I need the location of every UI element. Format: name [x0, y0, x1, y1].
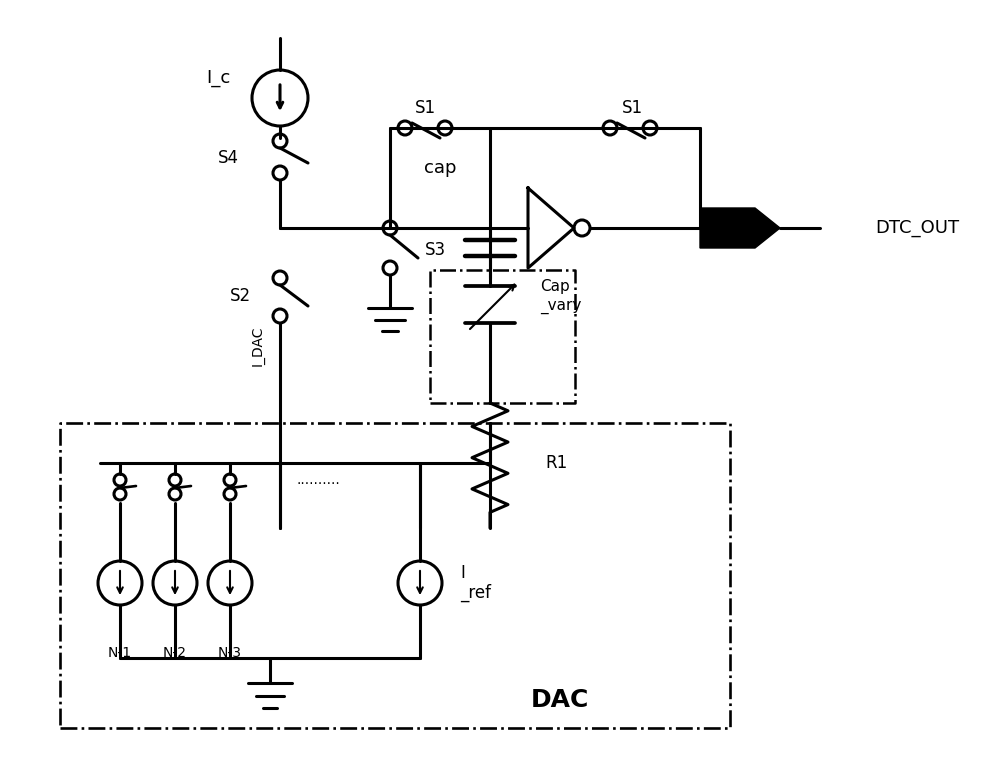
Text: S4: S4 — [218, 149, 239, 167]
Text: S2: S2 — [229, 287, 251, 305]
Text: cap: cap — [424, 159, 456, 177]
Polygon shape — [700, 208, 780, 248]
Text: Cap: Cap — [540, 278, 570, 293]
Text: I: I — [460, 564, 465, 582]
Text: ..........: .......... — [296, 473, 340, 487]
Text: _vary: _vary — [540, 299, 581, 314]
Text: S3: S3 — [424, 241, 446, 259]
Text: I_DAC: I_DAC — [251, 326, 265, 366]
Text: N-3: N-3 — [218, 646, 242, 660]
Text: N-1: N-1 — [108, 646, 132, 660]
Text: R1: R1 — [545, 454, 567, 472]
Text: _ref: _ref — [460, 584, 491, 602]
Text: I_c: I_c — [206, 69, 230, 87]
Text: DAC: DAC — [531, 688, 589, 712]
Text: S1: S1 — [621, 99, 643, 117]
Text: S1: S1 — [414, 99, 436, 117]
Text: DTC_OUT: DTC_OUT — [875, 219, 959, 237]
Text: N-2: N-2 — [163, 646, 187, 660]
